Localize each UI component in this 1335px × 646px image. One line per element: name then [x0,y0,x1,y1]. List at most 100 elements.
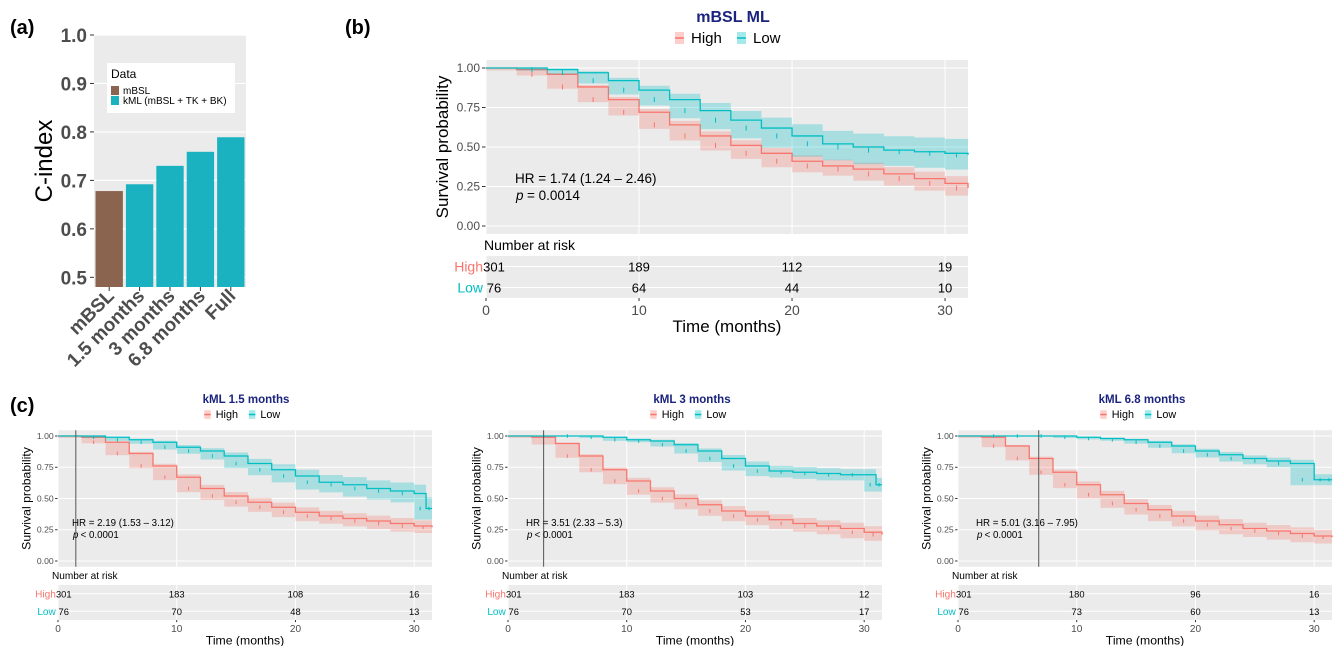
risk-count-low: 76 [509,607,519,617]
bar-1-5-months [125,184,154,287]
risk-row-label-low: Low [457,280,484,296]
risk-count-high: 96 [1190,589,1200,599]
risk-count-low: 53 [740,607,750,617]
x-tick-label: 30 [859,624,871,635]
risk-table-background [486,256,968,298]
x-tick-label: 10 [621,624,633,635]
risk-count-low: 60 [1190,607,1200,617]
y-tick-label: 0.9 [61,74,87,95]
x-tick-label: 20 [1190,624,1202,635]
legend-label-low: Low [260,409,280,421]
x-tick-label: 30 [1309,624,1321,635]
x-axis-label: Time (months) [1106,633,1184,646]
x-tick-label: 20 [740,624,752,635]
risk-count-high: 301 [56,589,72,599]
y-tick-label: 0.25 [937,525,954,535]
ci-band-low [58,436,432,520]
y-tick-label: 0.00 [487,556,504,566]
risk-count-low: 13 [1309,607,1319,617]
risk-count-low: 48 [290,607,300,617]
risk-count-high: 16 [409,589,419,599]
y-axis-label: Survival probability [470,446,484,550]
risk-table-title: Number at risk [952,571,1018,582]
risk-table-title: Number at risk [484,237,576,253]
risk-count-high: 16 [1309,589,1319,599]
y-axis-label: Survival probability [433,75,452,218]
y-tick-label: 0.25 [487,525,504,535]
y-tick-label: 1.00 [37,431,54,441]
legend-label-low: Low [1156,409,1176,421]
ci-band-low [958,436,1332,486]
panel-label-c: (c) [10,395,34,417]
x-tick-label: 20 [784,302,800,318]
x-tick-label: 0 [55,624,61,635]
ci-band-high [58,436,432,533]
risk-table-title: Number at risk [502,571,568,582]
y-tick-label: 0.50 [487,493,504,503]
p-label: p [526,530,533,541]
risk-count-high: 112 [782,260,803,275]
risk-row-label-low: Low [37,607,56,618]
bar-mbsl [95,191,123,287]
x-tick-label: 0 [955,624,961,635]
y-tick-label: 0.00 [457,219,481,233]
survival-curve-high [486,67,969,189]
x-tick-label: 20 [290,624,302,635]
risk-row-label-high: High [485,589,506,600]
survival-curve-high [958,435,1333,538]
y-tick-label: 0.25 [37,525,54,535]
risk-count-high: 301 [956,589,972,599]
survival-curve-high [58,435,433,528]
risk-count-low: 10 [938,281,952,296]
risk-count-high: 108 [288,589,304,599]
y-axis-label: Survival probability [20,446,34,550]
legend-label-high: High [216,409,238,421]
y-tick-label: 0.00 [37,556,54,566]
p-label: p [976,530,983,541]
y-tick-label: 0.00 [937,556,954,566]
legend-label-kml: kML (mBSL + TK + BK) [123,96,227,107]
risk-count-high: 183 [619,589,635,599]
y-axis-label: Survival probability [920,446,934,550]
y-tick-label: 0.50 [457,140,481,154]
bar-3-months [156,165,184,287]
survival-curve-low [486,67,969,155]
hazard-ratio: HR = 2.19 (1.53 – 3.12) [72,518,174,529]
risk-count-low: 17 [859,607,869,617]
risk-row-label-high: High [935,589,956,600]
x-tick-label: 10 [631,302,647,318]
p-label: p [72,530,79,541]
p-value: < 0.0001 [81,530,119,541]
panel-label-b: (b) [345,17,371,39]
risk-count-low: 73 [1072,607,1082,617]
p-label: p [515,188,524,203]
risk-count-low: 76 [59,607,69,617]
survival-curve-low [508,435,882,486]
risk-count-high: 301 [506,589,522,599]
x-tick-label: 10 [171,624,183,635]
y-tick-label: 0.5 [61,268,88,289]
hazard-ratio: HR = 1.74 (1.24 – 2.46) [515,171,656,186]
risk-row-label-high: High [35,589,56,600]
risk-count-low: 70 [622,607,632,617]
x-tick-label: 0 [482,302,490,318]
y-tick-label: 1.00 [937,431,954,441]
survival-curve-low [958,435,1332,481]
x-tick-label: 10 [1071,624,1083,635]
x-tick-label: Full [202,286,241,325]
risk-count-high: 301 [483,260,505,275]
x-axis-label: Time (months) [673,317,782,336]
chart-title: kML 3 months [653,394,730,406]
risk-count-low: 64 [632,281,646,296]
y-tick-label: 0.25 [457,180,481,194]
risk-count-high: 12 [859,589,869,599]
legend-label-low: Low [706,409,726,421]
p-value: < 0.0001 [985,530,1023,541]
p-value: = 0.0014 [527,188,580,203]
y-tick-label: 1.0 [61,26,87,47]
risk-count-low: 70 [172,607,182,617]
risk-count-high: 19 [938,260,952,275]
survival-curve-low [58,435,432,510]
y-tick-label: 0.50 [37,493,54,503]
